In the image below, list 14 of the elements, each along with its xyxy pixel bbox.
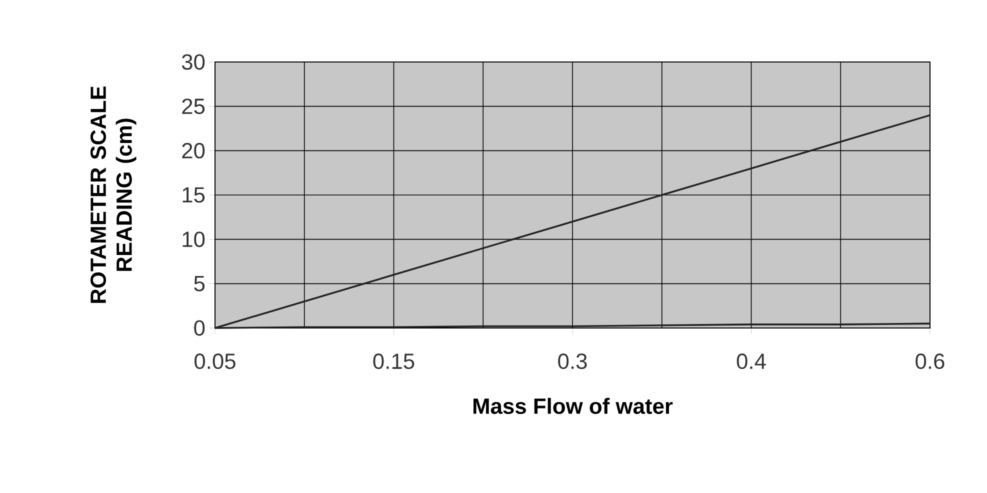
x-tick-label: 0.3 [558,354,587,370]
y-tick-label: 0 [194,320,205,336]
y-tick-label: 30 [182,54,205,70]
x-tick-label: 0.05 [194,354,236,370]
y-tick-label: 15 [182,187,205,203]
x-axis-title: Mass Flow of water [473,398,673,414]
y-axis-title: ROTAMETER SCALE READING (cm) [90,86,136,303]
y-tick-label: 5 [194,276,205,292]
y-tick-label: 25 [182,98,205,114]
x-tick-label: 0.6 [916,354,944,370]
x-tick-label: 0.4 [736,354,766,370]
x-tick-label: 0.15 [373,354,414,370]
y-tick-label: 20 [182,142,205,158]
y-tick-label: 10 [182,232,205,248]
